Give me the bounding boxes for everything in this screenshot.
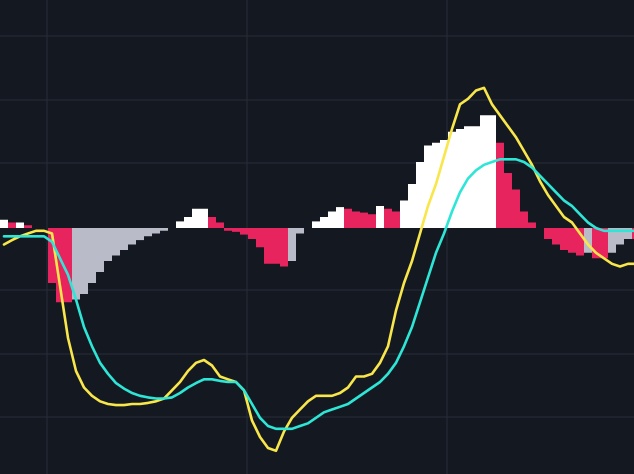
histogram-bar [232, 228, 240, 232]
histogram-bar [520, 211, 528, 228]
histogram-bar [264, 228, 272, 264]
histogram-bar [64, 228, 72, 303]
histogram-bar [408, 184, 416, 228]
histogram-bar [296, 228, 304, 234]
histogram-bar [152, 228, 160, 234]
histogram-bar [504, 173, 512, 228]
histogram-bar [592, 228, 600, 259]
histogram-bar [88, 228, 96, 283]
histogram-bar [624, 228, 632, 239]
histogram-bar [488, 115, 496, 228]
histogram-bar [472, 126, 480, 228]
histogram-bar [184, 217, 192, 228]
histogram-bar [136, 228, 144, 241]
signal-line [2, 158, 634, 431]
histogram-bar [24, 225, 32, 228]
macd-line [2, 86, 634, 453]
histogram-bar [568, 228, 576, 253]
histogram-bar [256, 228, 264, 248]
histogram-bar [616, 228, 624, 245]
histogram-bar [584, 228, 592, 253]
histogram-bar [160, 228, 168, 231]
histogram-bar [384, 208, 392, 228]
histogram-bar [560, 228, 568, 250]
histogram-bar [576, 228, 584, 256]
histogram-bar [144, 228, 152, 237]
histogram-bar [360, 212, 368, 228]
histogram-bar [280, 228, 288, 267]
histogram-bar [376, 206, 384, 228]
histogram-bar [336, 207, 344, 228]
histogram-bar [632, 228, 634, 239]
histogram-bar [600, 228, 608, 259]
histogram-bar [424, 145, 432, 228]
histogram-bar [112, 228, 120, 256]
histogram-bar [392, 211, 400, 228]
histogram [0, 115, 634, 303]
histogram-bar [448, 131, 456, 228]
histogram-bar [80, 228, 88, 294]
histogram-bar [8, 222, 16, 228]
histogram-bar [368, 214, 376, 228]
histogram-bar [96, 228, 104, 272]
histogram-bar [288, 228, 296, 261]
histogram-bar [544, 228, 552, 239]
histogram-bar [512, 189, 520, 228]
histogram-bar [248, 228, 256, 239]
histogram-bar [528, 222, 536, 228]
histogram-bar [224, 228, 232, 231]
histogram-bar [120, 228, 128, 250]
histogram-bar [608, 228, 616, 253]
histogram-bar [416, 162, 424, 228]
histogram-bar [344, 208, 352, 228]
histogram-bar [440, 140, 448, 228]
histogram-bar [328, 211, 336, 228]
histogram-bar [16, 222, 24, 228]
histogram-bar [400, 200, 408, 228]
histogram-bar [192, 208, 200, 228]
histogram-bar [208, 217, 216, 228]
histogram-bar [496, 142, 504, 228]
histogram-bar [456, 129, 464, 228]
histogram-bar [104, 228, 112, 261]
histogram-bar [312, 221, 320, 228]
histogram-bar [480, 115, 488, 228]
histogram-bar [0, 219, 8, 228]
histogram-bar [552, 228, 560, 245]
histogram-bar [48, 228, 56, 283]
indicator-lines [2, 86, 634, 453]
histogram-bar [320, 217, 328, 228]
histogram-bar [128, 228, 136, 245]
histogram-bar [216, 222, 224, 228]
histogram-bar [72, 228, 80, 300]
histogram-bar [176, 221, 184, 228]
histogram-bar [56, 228, 64, 303]
histogram-bar [272, 228, 280, 264]
histogram-bar [240, 228, 248, 235]
histogram-bar [352, 211, 360, 228]
histogram-bar [200, 208, 208, 228]
